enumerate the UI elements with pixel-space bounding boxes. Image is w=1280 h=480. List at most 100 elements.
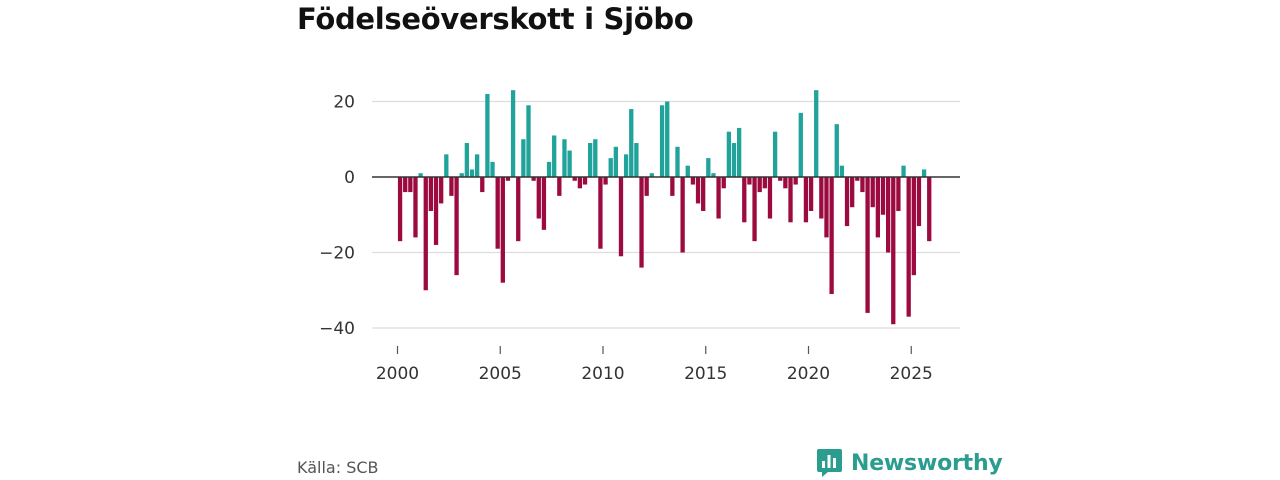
bars-layer [397, 90, 932, 325]
bar [603, 177, 608, 185]
bar [408, 177, 413, 193]
bar [844, 177, 850, 227]
bar [880, 177, 886, 215]
bar [439, 177, 444, 204]
bar [444, 154, 449, 177]
x-tick-label: 2025 [890, 364, 933, 384]
bar [901, 165, 906, 177]
bar [449, 177, 454, 196]
bar [896, 177, 901, 211]
bar [634, 143, 639, 178]
bar [418, 173, 423, 177]
bar [772, 131, 778, 177]
bar [629, 109, 634, 177]
bar [521, 139, 526, 177]
bar [567, 150, 572, 177]
bar [819, 177, 824, 219]
x-tick-label: 2010 [581, 364, 624, 384]
bar [557, 177, 562, 196]
bar [798, 112, 803, 177]
bar [783, 177, 788, 189]
bar [644, 177, 649, 196]
bar [541, 177, 547, 230]
bar [731, 143, 737, 178]
bar [572, 177, 577, 181]
bar [459, 173, 464, 177]
bar [762, 177, 767, 189]
bar [428, 177, 434, 211]
bar [423, 177, 428, 291]
bar [536, 177, 541, 219]
bar [500, 177, 505, 283]
y-tick-label: 0 [344, 168, 355, 188]
bar [397, 177, 403, 242]
bar [803, 177, 809, 223]
bar [598, 177, 603, 249]
bar [485, 93, 490, 177]
bar [701, 177, 706, 211]
bar [921, 169, 927, 177]
bar [685, 165, 690, 177]
x-tick-label: 2000 [376, 364, 419, 384]
bar [582, 177, 588, 185]
bar [695, 177, 701, 204]
source-note: Källa: SCB [297, 458, 379, 477]
bar [675, 146, 680, 177]
bar [742, 177, 747, 223]
bar [824, 177, 829, 238]
bar [916, 177, 922, 227]
bar [855, 177, 860, 181]
bar [531, 177, 536, 181]
bar [433, 177, 439, 245]
bar [413, 177, 418, 238]
y-tick-label: −40 [319, 319, 355, 339]
bar [608, 158, 613, 178]
bar [490, 161, 495, 177]
bar [906, 177, 911, 317]
bar [885, 177, 891, 253]
bar [670, 177, 675, 196]
bar [403, 177, 408, 193]
bar [680, 177, 685, 253]
bar [623, 154, 629, 177]
brand-logo: Newsworthy [816, 446, 1003, 480]
bar [546, 161, 552, 177]
bar [480, 177, 485, 193]
bar [464, 143, 470, 178]
bar-chart-icon [817, 449, 842, 477]
x-tick-label: 2020 [787, 364, 830, 384]
bar [505, 177, 511, 181]
bar [593, 139, 598, 177]
bar [808, 177, 814, 211]
bar [474, 154, 480, 177]
bar [721, 177, 726, 189]
bar [716, 177, 721, 219]
brand-name: Newsworthy [851, 450, 1003, 476]
bar [577, 177, 583, 189]
bar [829, 177, 834, 295]
bar [778, 177, 783, 181]
bar [865, 177, 870, 313]
bar [711, 173, 716, 177]
bar [911, 177, 916, 276]
axis-layer: 20 0 −20 −40 2000 2005 2010 2015 2020 2025 [319, 93, 960, 384]
bar [690, 177, 696, 185]
bar [757, 177, 762, 193]
bar [870, 177, 875, 208]
bar [860, 177, 865, 193]
bar [875, 177, 881, 238]
bar [618, 177, 624, 257]
x-tick-label: 2015 [684, 364, 727, 384]
bar [495, 177, 500, 249]
bar [850, 177, 855, 208]
bar [649, 173, 654, 177]
bar [665, 101, 670, 177]
bar [767, 177, 773, 219]
chart-title: Födelseöverskott i Sjöbo [297, 2, 694, 36]
y-tick-label: 20 [333, 93, 355, 113]
bar [927, 177, 932, 242]
bar [552, 135, 557, 177]
bar [588, 143, 593, 178]
